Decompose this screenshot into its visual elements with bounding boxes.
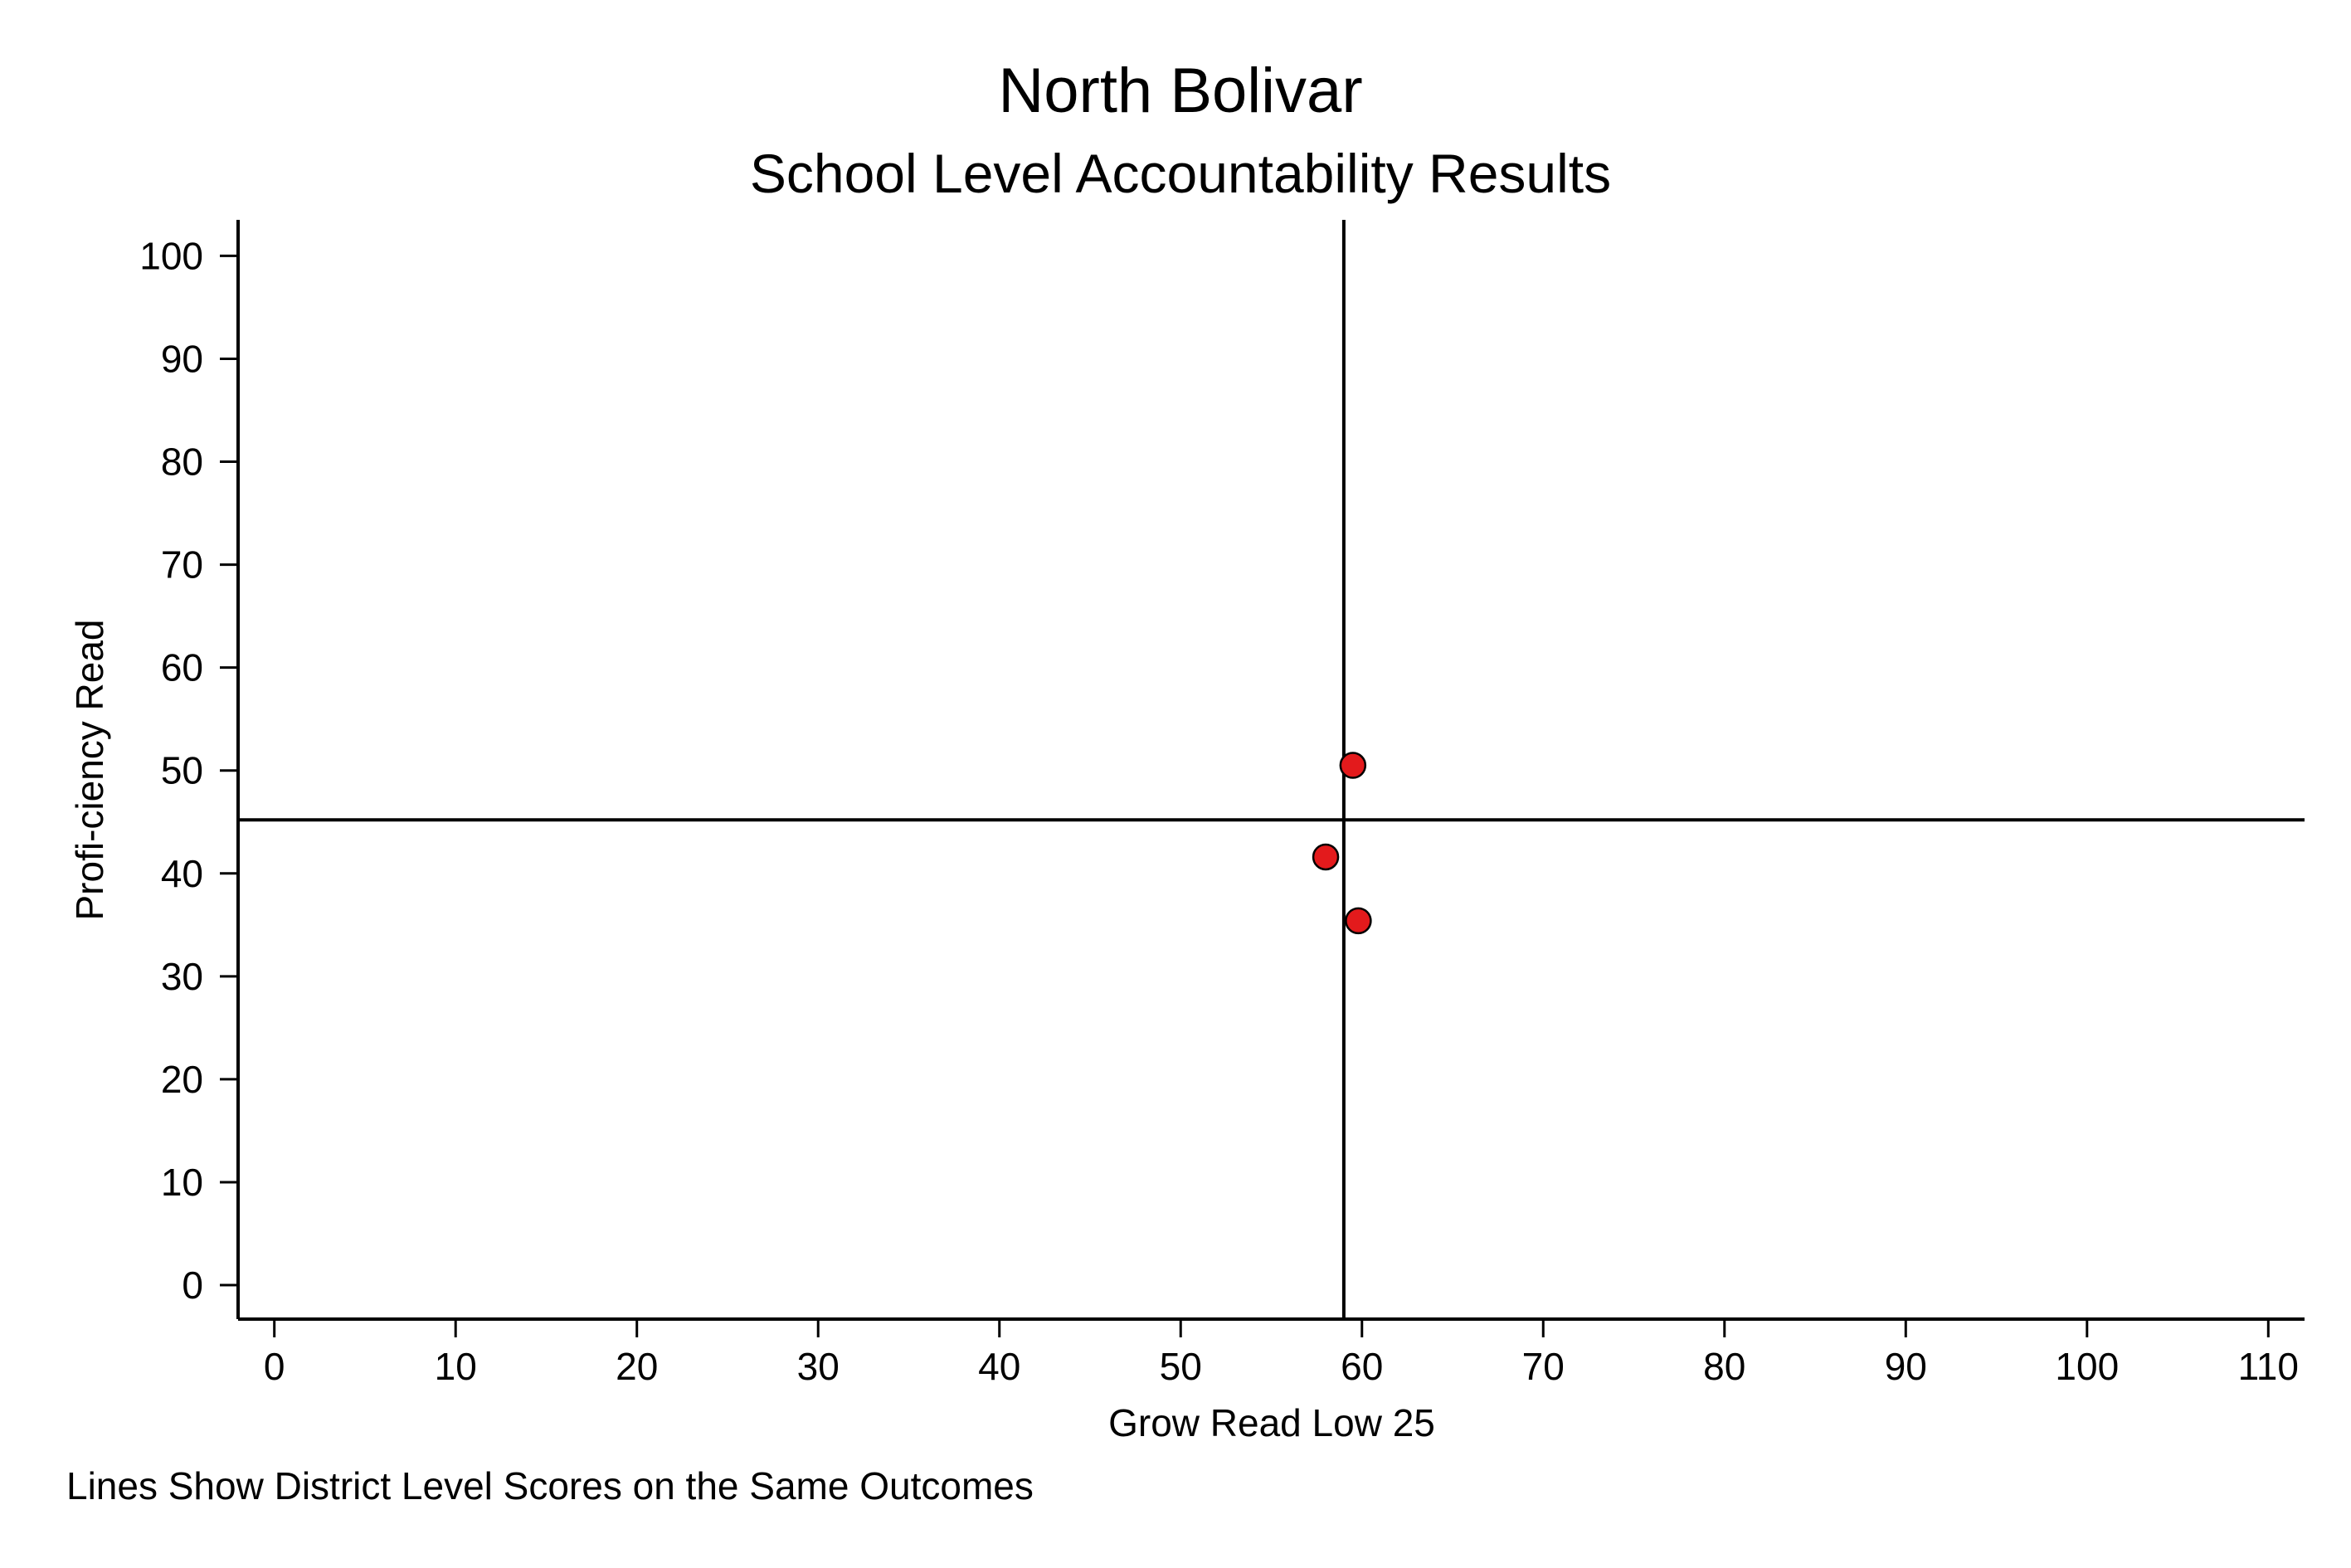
data-points <box>1312 752 1372 935</box>
x-tick-label: 100 <box>2055 1345 2119 1388</box>
y-tick-label: 0 <box>182 1264 203 1307</box>
y-tick-label: 30 <box>161 955 203 998</box>
y-axis-label: Profi-ciency Read <box>68 619 111 920</box>
y-tick-label: 40 <box>161 852 203 895</box>
x-tick-label: 110 <box>2238 1345 2299 1388</box>
x-tick-label: 80 <box>1703 1345 1745 1388</box>
x-tick-label: 20 <box>616 1345 658 1388</box>
x-tick-label: 0 <box>264 1345 285 1388</box>
reference-lines <box>238 220 2305 1319</box>
x-tick-label: 60 <box>1341 1345 1383 1388</box>
y-tick-label: 100 <box>139 234 203 277</box>
x-tick-label: 70 <box>1522 1345 1565 1388</box>
x-tick-label: 10 <box>435 1345 477 1388</box>
y-tick-label: 50 <box>161 749 203 792</box>
y-tick-label: 10 <box>161 1161 203 1204</box>
chart-title: North Bolivar <box>998 56 1362 126</box>
y-tick-label: 60 <box>161 646 203 689</box>
y-tick-label: 90 <box>161 337 203 380</box>
x-tick-label: 50 <box>1160 1345 1202 1388</box>
chart-note: Lines Show District Level Scores on the … <box>66 1464 1034 1507</box>
x-axis-label: Grow Read Low 25 <box>1108 1401 1435 1444</box>
y-ticks: 0 10 20 30 40 50 60 70 80 90 100 <box>139 234 238 1307</box>
y-tick-label: 20 <box>161 1058 203 1101</box>
x-ticks: 0 10 20 30 40 50 60 70 80 90 100 110 <box>264 1319 2299 1388</box>
data-point <box>1339 752 1367 779</box>
x-tick-label: 30 <box>797 1345 840 1388</box>
data-point <box>1345 907 1372 935</box>
y-tick-label: 80 <box>161 441 203 484</box>
x-tick-label: 40 <box>978 1345 1020 1388</box>
data-point <box>1312 843 1340 871</box>
x-tick-label: 90 <box>1885 1345 1927 1388</box>
y-tick-label: 70 <box>161 543 203 587</box>
chart-subtitle: School Level Accountability Results <box>750 143 1611 204</box>
